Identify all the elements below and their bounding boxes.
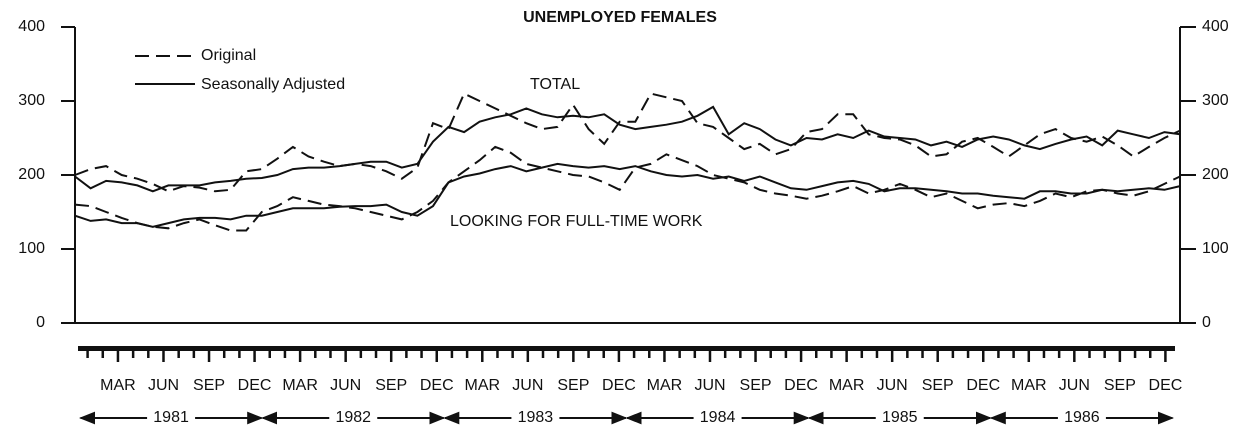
- y-tick-label: 200: [18, 166, 45, 183]
- y-tick-label: 100: [18, 240, 45, 257]
- year-label: 1982: [335, 409, 371, 426]
- x-tick-label: MAR: [1011, 377, 1047, 394]
- time-strip: [78, 346, 1175, 351]
- x-tick-label: DEC: [966, 377, 1000, 394]
- y-tick-label: 300: [18, 92, 45, 109]
- x-tick-label: JUN: [1059, 377, 1090, 394]
- x-tick-label: DEC: [420, 377, 454, 394]
- x-tick-label: MAR: [829, 377, 865, 394]
- year-label: 1983: [518, 409, 554, 426]
- y2-tick-label: 0: [1202, 314, 1211, 331]
- y-tick-label: 0: [36, 314, 45, 331]
- x-tick-label: DEC: [784, 377, 818, 394]
- x-tick-label: DEC: [602, 377, 636, 394]
- x-tick-label: SEP: [922, 377, 954, 394]
- x-tick-label: SEP: [1104, 377, 1136, 394]
- x-tick-label: SEP: [740, 377, 772, 394]
- x-tick-label: SEP: [557, 377, 589, 394]
- x-tick-label: JUN: [694, 377, 725, 394]
- y-tick-label: 400: [18, 18, 45, 35]
- year-label: 1981: [153, 409, 189, 426]
- x-tick-label: JUN: [512, 377, 543, 394]
- x-tick-label: MAR: [647, 377, 683, 394]
- x-tick-label: SEP: [375, 377, 407, 394]
- legend-label: Original: [201, 47, 256, 64]
- x-tick-label: JUN: [330, 377, 361, 394]
- x-tick-label: MAR: [282, 377, 318, 394]
- x-tick-label: JUN: [148, 377, 179, 394]
- year-label: 1986: [1064, 409, 1100, 426]
- x-tick-label: MAR: [100, 377, 136, 394]
- series-line: [74, 162, 1181, 228]
- y2-tick-label: 100: [1202, 240, 1229, 257]
- year-label: 1985: [882, 409, 918, 426]
- series-annotation: LOOKING FOR FULL-TIME WORK: [450, 213, 703, 230]
- y2-tick-label: 300: [1202, 92, 1229, 109]
- year-label: 1984: [700, 409, 736, 426]
- x-tick-label: DEC: [238, 377, 272, 394]
- legend-label: Seasonally Adjusted: [201, 76, 345, 93]
- series-annotation: TOTAL: [530, 76, 580, 93]
- series-line: [74, 105, 1181, 193]
- x-tick-label: JUN: [877, 377, 908, 394]
- x-tick-label: DEC: [1149, 377, 1183, 394]
- chart-title: UNEMPLOYED FEMALES: [523, 9, 717, 26]
- series-line: [74, 92, 1181, 193]
- x-tick-label: MAR: [465, 377, 501, 394]
- y2-tick-label: 200: [1202, 166, 1229, 183]
- y2-tick-label: 400: [1202, 18, 1229, 35]
- x-tick-label: SEP: [193, 377, 225, 394]
